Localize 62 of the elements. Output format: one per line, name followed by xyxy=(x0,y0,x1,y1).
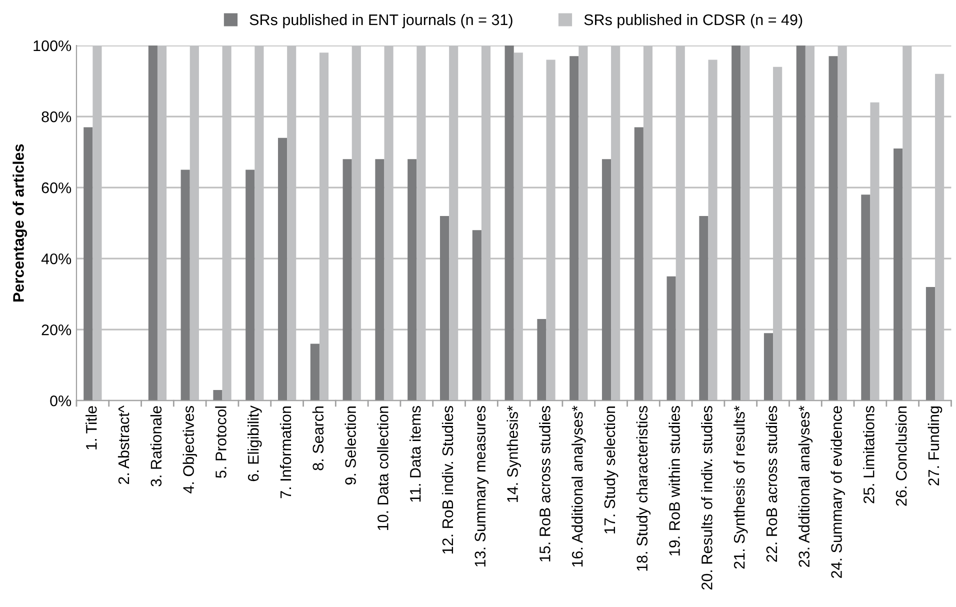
x-tick-label: 8. Search xyxy=(312,406,324,470)
x-tick-label: 16. Additional analyses* xyxy=(572,406,586,567)
bar xyxy=(796,46,806,401)
x-tick-label: 27. Funding xyxy=(928,406,942,486)
x-tick-label: 13. Summary measures xyxy=(474,406,489,566)
x-tick-label: 21. Synthesis of results* xyxy=(734,406,748,569)
bar xyxy=(602,159,612,401)
y-tick-label: 40% xyxy=(41,253,72,264)
x-tick-label: 18. Study characteristics xyxy=(636,406,651,571)
x-tick-label: 22. RoB across studies xyxy=(766,406,778,562)
bar xyxy=(278,138,288,401)
x-tick-label: 7. Information xyxy=(280,406,292,498)
x-tick-label: 17. Study selection xyxy=(604,406,618,534)
y-tick-label: 0% xyxy=(50,395,72,406)
y-axis-title: Percentage of articles xyxy=(12,144,27,302)
bar xyxy=(408,159,417,401)
bar xyxy=(375,159,384,401)
bar xyxy=(180,170,190,401)
x-tick-label: 12. RoB indiv. Studies xyxy=(442,406,454,554)
bar xyxy=(310,344,320,401)
x-tick-label: 1. Title xyxy=(86,406,97,450)
bar xyxy=(342,159,352,401)
bar xyxy=(246,170,255,401)
legend-label: SRs published in CDSR (n = 49) xyxy=(584,14,802,28)
x-tick-label: 11. Data items xyxy=(410,406,421,502)
bar xyxy=(926,286,936,401)
x-tick-label: 14. Synthesis* xyxy=(506,406,521,502)
x-tick-label: 5. Protocol xyxy=(215,406,226,478)
x-tick-label: 6. Eligibility xyxy=(248,406,262,482)
x-tick-label: 25. Limitations xyxy=(863,406,874,504)
x-tick-label: 23. Additional analyses* xyxy=(798,406,813,567)
bar xyxy=(440,216,450,401)
x-tick-label: 26. Conclusion xyxy=(896,406,907,506)
bar xyxy=(764,333,774,401)
bar xyxy=(537,318,546,401)
legend-label: SRs published in ENT journals (n = 31) xyxy=(250,14,512,28)
bar xyxy=(861,194,870,401)
y-tick-label: 80% xyxy=(42,111,72,122)
bar xyxy=(84,127,93,401)
bar xyxy=(732,46,741,401)
y-tick-label: 100% xyxy=(34,40,72,52)
bar xyxy=(634,127,644,401)
bar xyxy=(213,390,222,401)
x-tick-label: 20. Results of indiv. studies xyxy=(701,406,712,590)
bar xyxy=(472,230,482,401)
y-tick-label: 60% xyxy=(42,182,72,194)
bar xyxy=(894,148,903,401)
x-tick-label: 24. Summary of evidence xyxy=(830,406,845,578)
x-tick-label: 15. RoB across studies xyxy=(539,406,550,562)
x-tick-label: 3. Rationale xyxy=(150,406,162,486)
x-tick-label: 10. Data collection xyxy=(377,406,388,530)
bar xyxy=(148,46,158,401)
y-tick-label: 20% xyxy=(42,324,72,336)
bar xyxy=(570,56,579,401)
x-tick-label: 4. Objectives xyxy=(182,406,197,494)
x-tick-label: 9. Selection xyxy=(344,406,356,485)
bar xyxy=(699,216,708,401)
bar xyxy=(504,46,514,401)
bar xyxy=(666,276,676,401)
bar xyxy=(828,56,838,401)
x-tick-label: 2. Abstract^ xyxy=(118,406,130,484)
x-tick-label: 19. RoB within studies xyxy=(668,406,680,556)
